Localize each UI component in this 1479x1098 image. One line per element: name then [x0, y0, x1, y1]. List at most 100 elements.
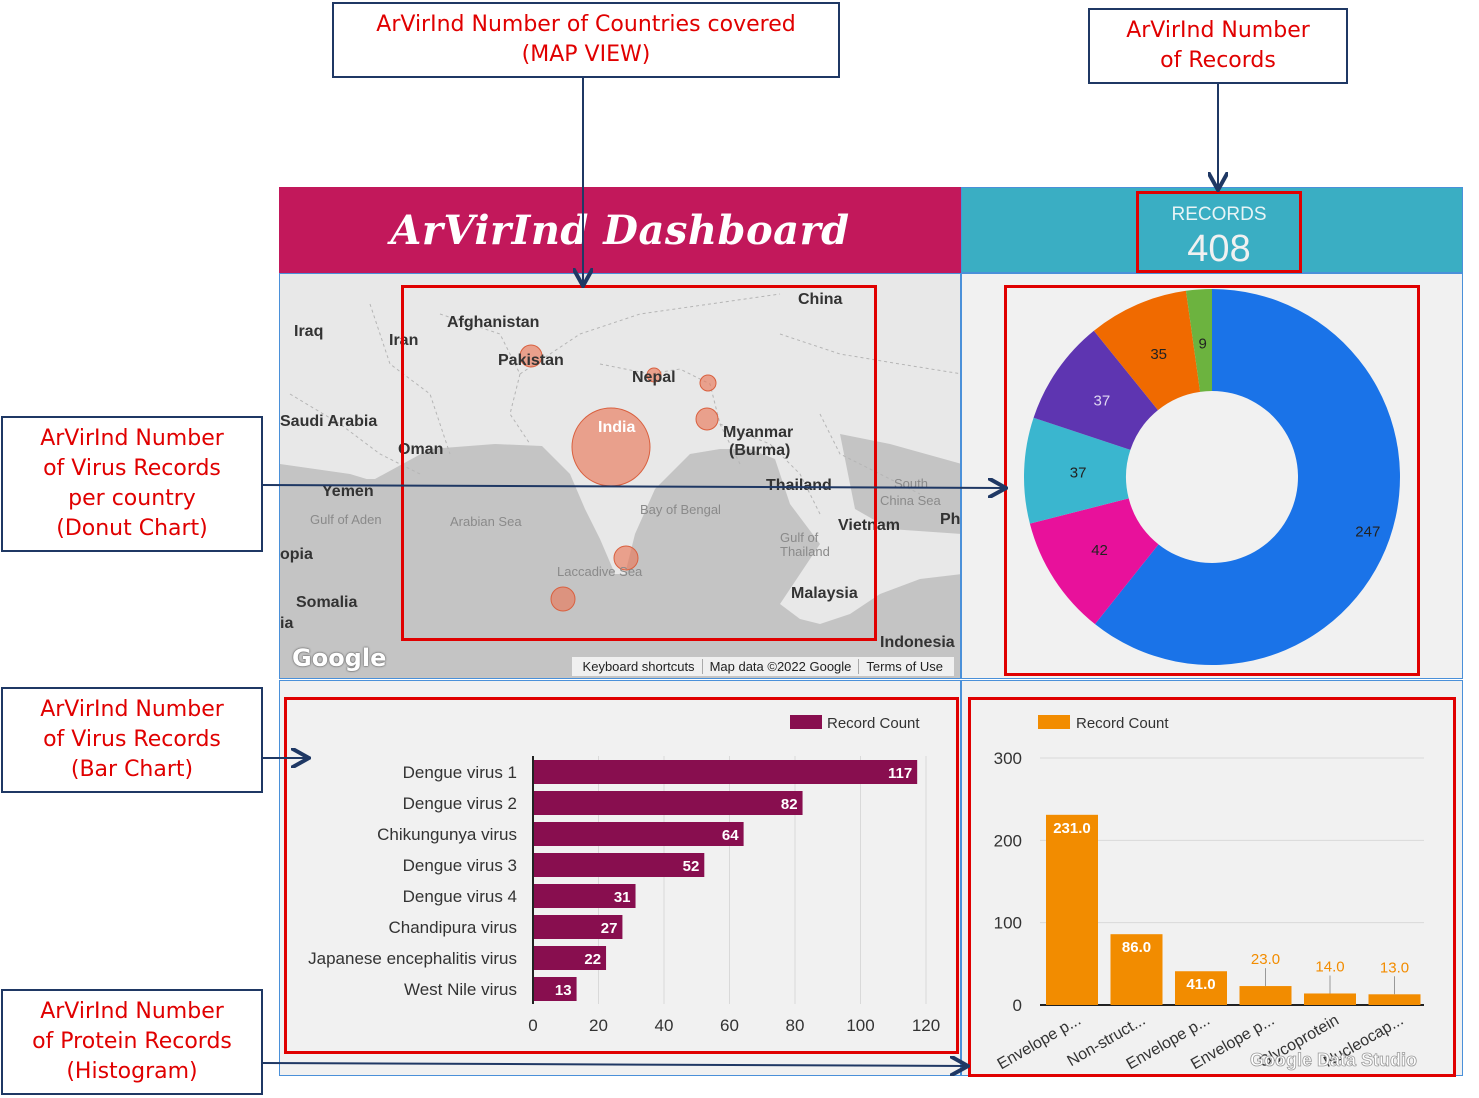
map-label-philippines: Ph	[940, 511, 960, 528]
map-label-china: China	[798, 291, 843, 308]
donut-callout: ArVirInd Number of Virus Records per cou…	[1, 416, 263, 552]
donut-slice[interactable]	[1185, 289, 1212, 392]
bar-value-label: 52	[683, 858, 700, 875]
donut-slice[interactable]	[1033, 330, 1158, 450]
hist-value-label: 23.0	[1251, 951, 1280, 968]
bar[interactable]	[534, 822, 744, 846]
bar-callout-line-3: (Bar Chart)	[70, 757, 194, 782]
map-label-somalia: Somalia	[296, 594, 357, 611]
hist-callout-line-1: ArVirInd Number	[40, 999, 224, 1024]
donut-slice[interactable]	[1095, 289, 1400, 665]
hist-y-tick-label: 0	[1013, 996, 1022, 1015]
donut-slice[interactable]	[1029, 498, 1159, 625]
records-label: RECORDS	[1171, 204, 1267, 225]
bar-callout: ArVirInd Number of Virus Records (Bar Ch…	[1, 687, 263, 793]
map-canvas[interactable]: China Afghanistan Iraq Iran Pakistan Nep…	[280, 274, 961, 679]
bar-chart[interactable]: 0 20 40 60 80 100 120 Record Count 117 Dengue vir…	[280, 681, 962, 1077]
bar-x-tick-label: 120	[912, 1016, 940, 1035]
map-label-gulf-of: Gulf of	[780, 530, 819, 545]
donut-slice-label: 37	[1094, 393, 1111, 410]
terms-of-use-link[interactable]: Terms of Use	[858, 659, 950, 674]
records-value: 408	[1187, 228, 1251, 270]
donut-chart[interactable]: 247 42 37 37 35 9	[962, 274, 1464, 680]
donut-slice[interactable]	[1093, 290, 1201, 411]
map-label-gulf-of-aden: Gulf of Aden	[310, 512, 382, 527]
bar[interactable]	[534, 946, 607, 970]
hist-callout-line-3: (Histogram)	[66, 1059, 198, 1084]
map-label-indonesia: Indonesia	[880, 634, 955, 651]
map-bubble-maldives[interactable]	[550, 586, 576, 612]
hist-bar[interactable]	[1239, 986, 1292, 1005]
map-label-kenya-edge: ia	[280, 615, 293, 632]
map-view[interactable]: China Afghanistan Iraq Iran Pakistan Nep…	[279, 273, 961, 679]
map-label-yemen: Yemen	[322, 483, 374, 500]
hist-value-label: 86.0	[1122, 939, 1151, 956]
bar[interactable]	[534, 853, 705, 877]
bar-category-label: Dengue virus 4	[403, 887, 517, 906]
bar-value-label: 31	[614, 889, 631, 906]
records-callout: ArVirInd Number of Records	[1088, 8, 1348, 84]
bar-category-label: West Nile virus	[404, 980, 517, 999]
hist-legend-label: Record Count	[1076, 715, 1169, 732]
map-label-thailand: Thailand	[766, 477, 832, 494]
bar[interactable]	[534, 791, 803, 815]
hist-callout: ArVirInd Number of Protein Records (Hist…	[1, 989, 263, 1095]
country-borders	[289, 293, 960, 515]
map-callout-line-2: (MAP VIEW)	[521, 42, 651, 67]
map-callout: ArVirInd Number of Countries covered (MA…	[332, 2, 840, 78]
map-label-south: South	[894, 476, 928, 491]
map-label-laccadive-sea: Laccadive Sea	[557, 564, 643, 579]
hist-bar[interactable]	[1304, 993, 1356, 1005]
bar-category-label: Dengue virus 2	[403, 794, 517, 813]
hist-bar[interactable]	[1110, 934, 1163, 1005]
bar[interactable]	[534, 915, 623, 939]
hist-value-label: 41.0	[1186, 976, 1215, 993]
donut-slice[interactable]	[1024, 417, 1131, 524]
map-bubble-bhutan[interactable]	[699, 374, 717, 392]
google-logo: Google	[292, 644, 387, 672]
hist-y-tick-label: 300	[994, 749, 1022, 768]
hist-callout-line-2: of Protein Records	[32, 1029, 232, 1054]
donut-callout-line-2: of Virus Records	[43, 456, 221, 481]
hist-value-label: 231.0	[1053, 820, 1091, 837]
bar-category-label: Chandipura virus	[388, 918, 517, 937]
bar-x-tick-label: 80	[786, 1016, 805, 1035]
bar-chart-panel: 0 20 40 60 80 100 120 Record Count 117 Dengue vir…	[279, 680, 961, 1076]
map-label-vietnam: Vietnam	[838, 517, 900, 534]
bar[interactable]	[534, 977, 577, 1001]
hist-bar[interactable]	[1046, 814, 1098, 1005]
hist-bar[interactable]	[1368, 994, 1421, 1005]
map-label-saudi-arabia: Saudi Arabia	[280, 413, 377, 430]
map-label-afghanistan: Afghanistan	[447, 314, 539, 331]
bar[interactable]	[534, 884, 636, 908]
map-label-arabian-sea: Arabian Sea	[450, 514, 522, 529]
map-label-burma: (Burma)	[729, 442, 790, 459]
bar-value-label: 13	[555, 982, 572, 999]
donut-slice-label: 35	[1150, 346, 1167, 363]
bar-value-label: 117	[888, 765, 912, 782]
map-bubble-bangladesh[interactable]	[695, 407, 719, 431]
gulf-area	[280, 464, 400, 524]
hist-bar[interactable]	[1175, 971, 1227, 1005]
map-bubbles[interactable]	[519, 344, 719, 612]
keyboard-shortcuts-link[interactable]: Keyboard shortcuts	[582, 659, 695, 674]
map-label-iraq: Iraq	[294, 323, 323, 340]
bar-category-label: Dengue virus 1	[403, 763, 517, 782]
bar-legend-swatch	[790, 715, 822, 729]
donut-slice-label: 9	[1199, 335, 1207, 352]
donut-callout-line-1: ArVirInd Number	[40, 426, 224, 451]
bar-callout-line-1: ArVirInd Number	[40, 697, 224, 722]
map-bubble-pakistan[interactable]	[519, 344, 543, 368]
map-bubble-nepal[interactable]	[646, 367, 662, 383]
bar-category-label: Chikungunya virus	[377, 825, 517, 844]
hist-legend-swatch	[1038, 715, 1070, 729]
sea-area	[280, 444, 960, 678]
bar[interactable]	[534, 760, 918, 784]
map-callout-line-1: ArVirInd Number of Countries covered	[376, 12, 796, 37]
bar-category-label: Japanese encephalitis virus	[308, 949, 517, 968]
map-bubble-srilanka[interactable]	[613, 545, 639, 571]
sea-labels: Gulf of Aden Arabian Sea Bay of Bengal S…	[310, 476, 941, 579]
hist-y-tick-label: 200	[994, 831, 1022, 850]
map-label-nepal: Nepal	[632, 369, 676, 386]
